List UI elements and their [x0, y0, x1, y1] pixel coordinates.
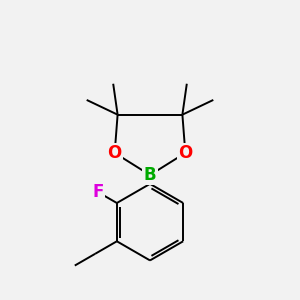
Text: F: F: [92, 183, 103, 201]
Text: O: O: [107, 144, 122, 162]
Text: B: B: [144, 166, 156, 184]
Text: O: O: [178, 144, 193, 162]
